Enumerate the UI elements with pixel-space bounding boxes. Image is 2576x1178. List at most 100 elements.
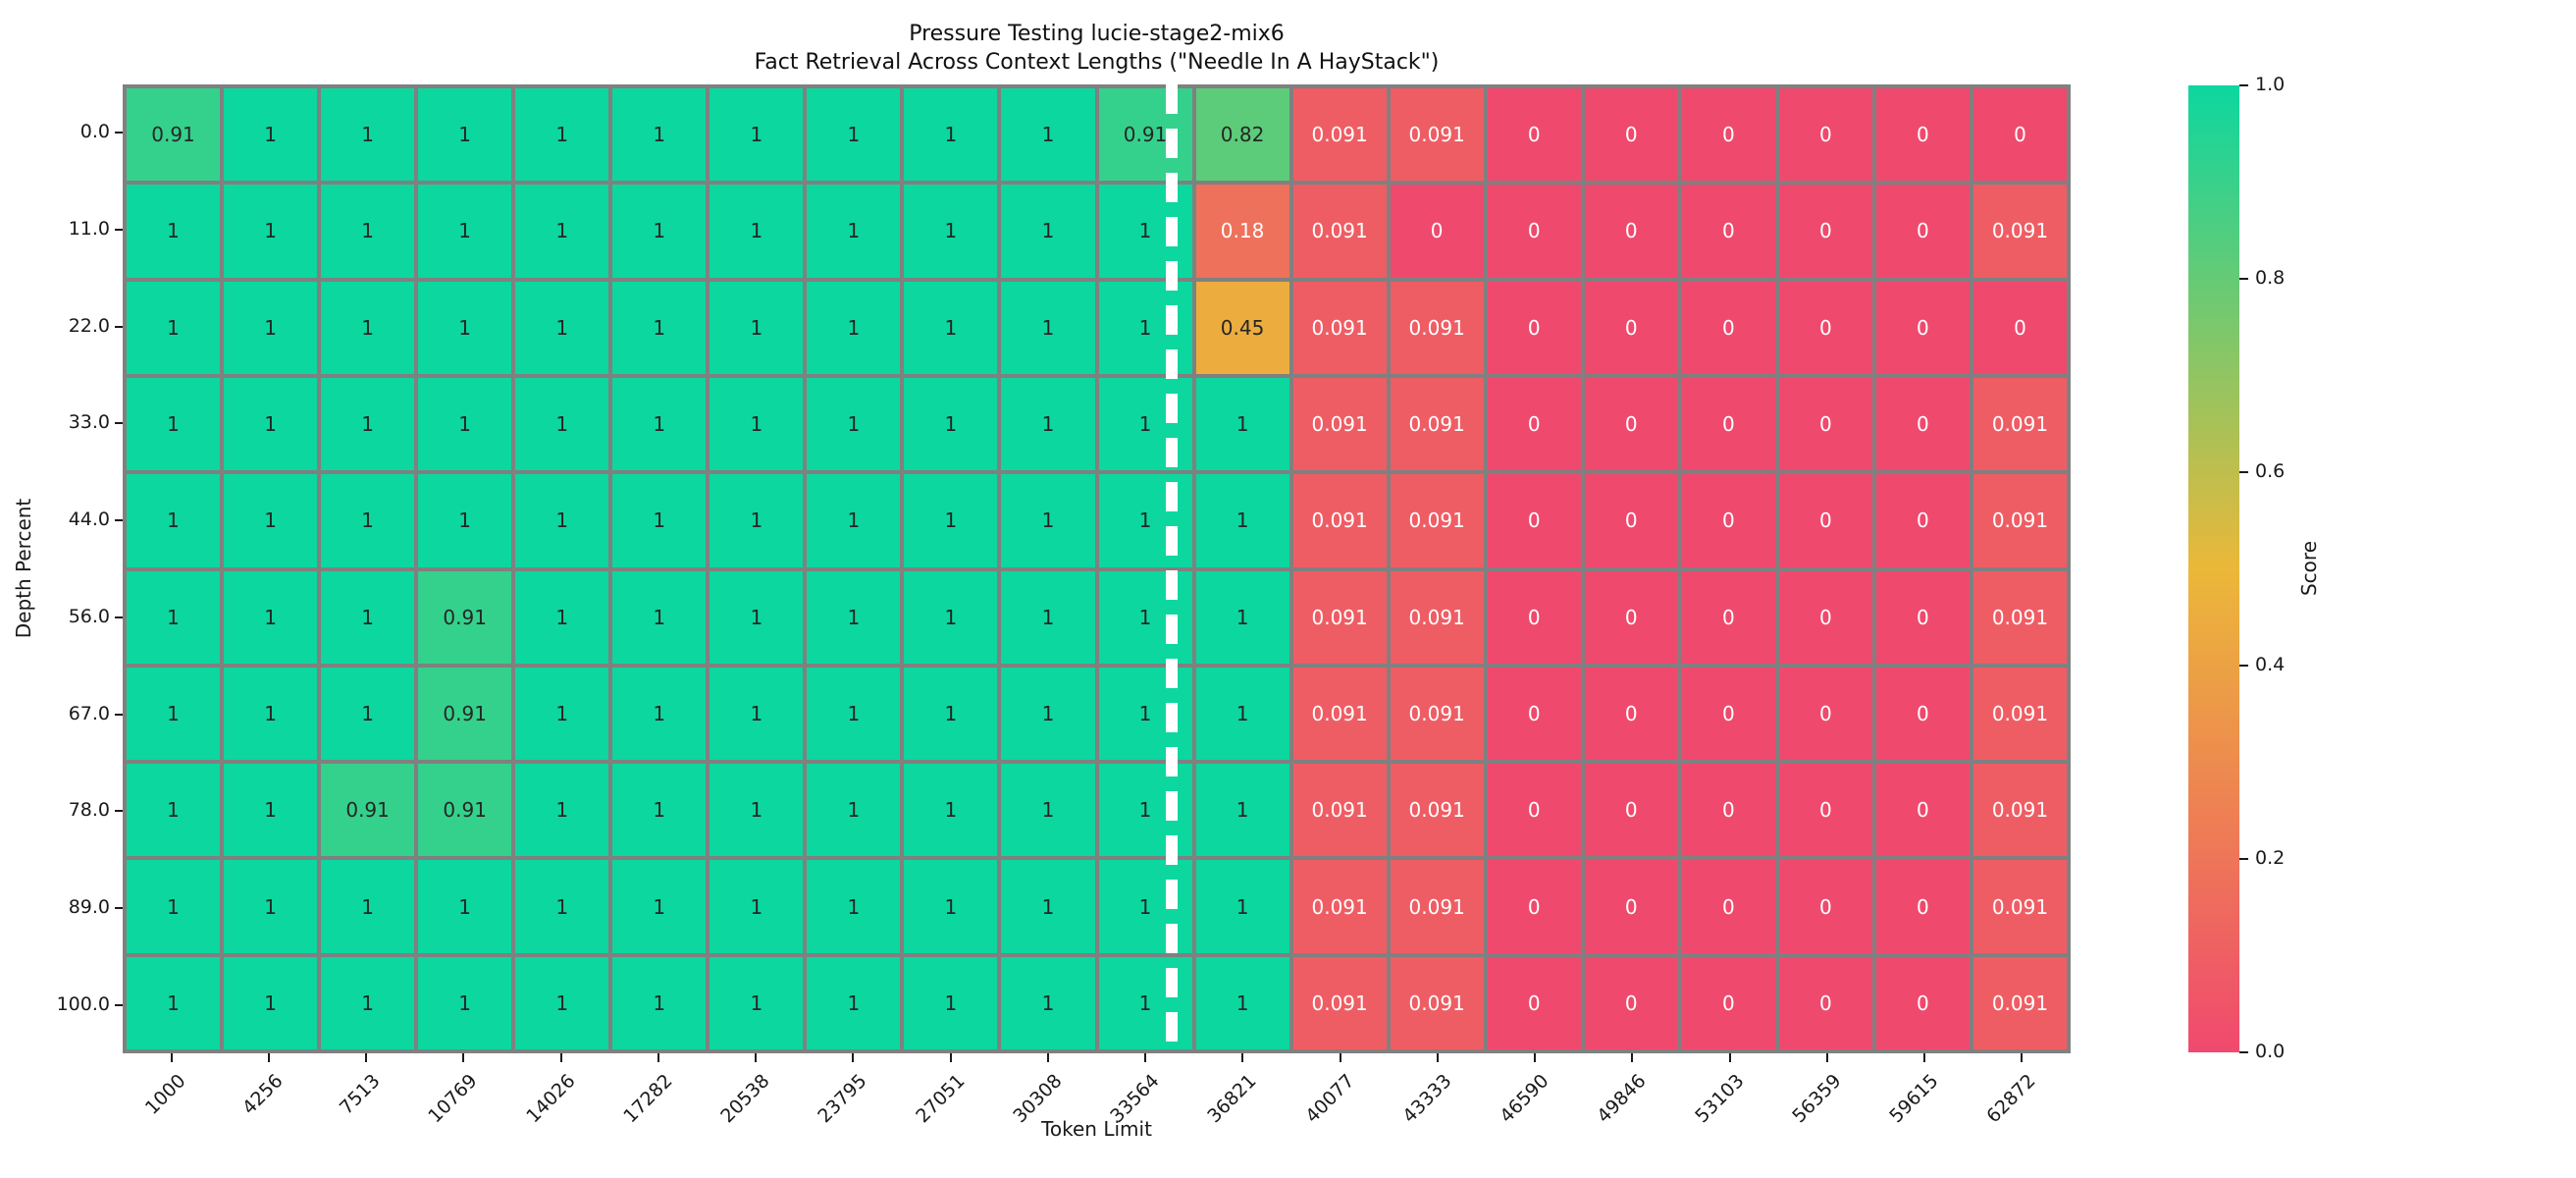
heatmap-cell: 0.091 xyxy=(1292,88,1387,182)
heatmap-cell: 1 xyxy=(321,281,415,374)
heatmap-cell: 1 xyxy=(515,185,609,278)
heatmap-cell: 1 xyxy=(1001,956,1095,1049)
heatmap-cell: 1 xyxy=(710,860,804,953)
heatmap-cell: 1 xyxy=(1001,764,1095,857)
colorbar-tick-mark xyxy=(2239,665,2248,667)
heatmap-cell: 1 xyxy=(612,956,707,1049)
colorbar-tick-label: 1.0 xyxy=(2255,74,2286,95)
cell-value: 1 xyxy=(555,894,569,919)
colorbar-tick-label: 0.4 xyxy=(2255,654,2286,675)
cell-value: 0 xyxy=(1721,509,1735,533)
chart-title-line2: Fact Retrieval Across Context Lengths ("… xyxy=(754,50,1440,75)
heatmap-cell: 1 xyxy=(321,185,415,278)
cell-value: 0 xyxy=(1527,123,1541,147)
heatmap-cell: 1 xyxy=(904,860,998,953)
x-tick-mark xyxy=(1436,1053,1439,1062)
heatmap-cell: 1 xyxy=(1195,377,1289,471)
heatmap-cell: 1 xyxy=(321,860,415,953)
cell-value: 1 xyxy=(653,701,666,725)
cell-value: 0 xyxy=(1819,412,1832,437)
heatmap-cell: 1 xyxy=(612,764,707,857)
cell-value: 1 xyxy=(264,412,277,437)
cell-value: 0.91 xyxy=(443,798,487,823)
cell-value: 0 xyxy=(1721,894,1735,919)
cell-value: 0 xyxy=(1917,123,1929,147)
cell-value: 1 xyxy=(847,219,861,243)
cell-value: 1 xyxy=(264,798,277,823)
heatmap-cell: 0 xyxy=(1487,474,1581,567)
cell-value: 0.091 xyxy=(1311,509,1368,533)
heatmap-cell: 0.091 xyxy=(1972,956,2067,1049)
heatmap-cell: 1 xyxy=(807,667,901,761)
heatmap-cell: 0 xyxy=(1875,185,1970,278)
heatmap-cell: 0.091 xyxy=(1292,377,1387,471)
cell-value: 0.091 xyxy=(1311,412,1368,437)
cell-value: 1 xyxy=(944,123,958,147)
heatmap-cell: 1 xyxy=(515,764,609,857)
heatmap-grid: 0.91 1 1 1 1 1 1 1 1 1 0.91 0.82 0.091 0.091 0 0 0 0 0 0 1 1 1… xyxy=(123,84,2071,1053)
cell-value: 1 xyxy=(653,412,666,437)
heatmap-cell: 0 xyxy=(1487,185,1581,278)
cell-value: 0 xyxy=(1527,219,1541,243)
cell-value: 1 xyxy=(653,991,666,1015)
cell-value: 1 xyxy=(264,315,277,340)
heatmap-cell: 0.091 xyxy=(1292,764,1387,857)
heatmap-cell: 1 xyxy=(612,185,707,278)
heatmap-cell: 0.091 xyxy=(1972,185,2067,278)
cell-value: 1 xyxy=(750,894,763,919)
cell-value: 1 xyxy=(167,701,180,725)
x-tick-mark xyxy=(170,1053,173,1062)
cell-value: 0 xyxy=(1624,605,1638,629)
heatmap-cell: 0 xyxy=(1681,377,1775,471)
heatmap-cell: 0 xyxy=(1487,570,1581,664)
heatmap-cell: 0 xyxy=(1778,956,1872,1049)
cell-value: 1 xyxy=(555,219,569,243)
cell-value: 1 xyxy=(750,605,763,629)
y-tick-label: 33.0 xyxy=(68,411,110,434)
cell-value: 0 xyxy=(1917,315,1929,340)
cell-value: 0 xyxy=(1721,123,1735,147)
heatmap-cell: 1 xyxy=(515,377,609,471)
cell-value: 1 xyxy=(361,412,374,437)
heatmap-cell: 1 xyxy=(710,956,804,1049)
heatmap-cell: 0.091 xyxy=(1292,956,1387,1049)
x-tick-mark xyxy=(852,1053,855,1062)
cell-value: 1 xyxy=(555,991,569,1015)
cell-value: 0 xyxy=(1917,219,1929,243)
heatmap-cell: 0 xyxy=(1487,764,1581,857)
cell-value: 0.091 xyxy=(1311,219,1368,243)
heatmap-cell: 1 xyxy=(418,185,512,278)
cell-value: 1 xyxy=(653,894,666,919)
cell-value: 1 xyxy=(653,605,666,629)
cell-value: 0 xyxy=(1819,509,1832,533)
x-axis-label: Token Limit xyxy=(1041,1117,1152,1141)
heatmap-cell: 0 xyxy=(1584,474,1678,567)
cell-value: 0.091 xyxy=(1311,798,1368,823)
heatmap-cell: 0.091 xyxy=(1390,860,1484,953)
heatmap-cell: 1 xyxy=(418,281,512,374)
heatmap-cell: 0 xyxy=(1584,860,1678,953)
cell-value: 0 xyxy=(1917,509,1929,533)
heatmap-cell: 1 xyxy=(612,377,707,471)
heatmap-cell: 0 xyxy=(1681,667,1775,761)
cell-value: 1 xyxy=(847,605,861,629)
cell-value: 0.091 xyxy=(1311,123,1368,147)
heatmap-cell: 1 xyxy=(321,377,415,471)
heatmap-cell: 0 xyxy=(1487,860,1581,953)
heatmap-cell: 1 xyxy=(224,667,318,761)
heatmap-cell: 1 xyxy=(127,956,221,1049)
cell-value: 0 xyxy=(1721,219,1735,243)
heatmap-cell: 0 xyxy=(1681,185,1775,278)
cell-value: 0.091 xyxy=(1408,123,1465,147)
heatmap-cell: 1 xyxy=(710,570,804,664)
cell-value: 1 xyxy=(847,315,861,340)
heatmap-cell: 0 xyxy=(1875,667,1970,761)
heatmap-cell: 0.091 xyxy=(1292,185,1387,278)
heatmap-cell: 0 xyxy=(1681,88,1775,182)
cell-value: 0.091 xyxy=(1311,315,1368,340)
y-tick-mark xyxy=(115,325,123,328)
cell-value: 1 xyxy=(264,123,277,147)
cell-value: 0 xyxy=(1430,219,1444,243)
cell-value: 0 xyxy=(1819,701,1832,725)
cell-value: 0.91 xyxy=(1123,123,1168,147)
